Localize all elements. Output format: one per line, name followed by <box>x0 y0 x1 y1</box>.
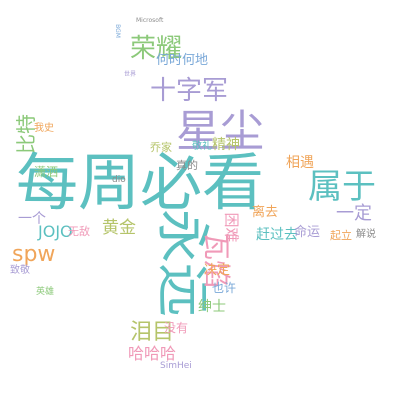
word-xiangyu: 相遇 <box>286 155 314 171</box>
word-yiding: 一定 <box>336 203 372 224</box>
word-shizijun: 十字军 <box>150 76 229 106</box>
word-zhende: 真的 <box>176 159 198 172</box>
word-meiyou: 没有 <box>164 321 189 335</box>
word-wudi: 无敌 <box>68 225 90 238</box>
word-shuyu: 属于 <box>308 167 376 207</box>
word-mingyun: 命运 <box>294 225 321 240</box>
word-microsoft: Microsoft <box>136 17 164 24</box>
word-jieshuo: 解说 <box>356 229 376 240</box>
word-shijie: 世界 <box>124 71 137 78</box>
word-meizhoubikan: 每周必看 <box>16 146 265 219</box>
word-hahaha: 哈哈哈 <box>128 344 177 363</box>
word-kunnan: 困难 <box>222 212 241 243</box>
word-bite: 比特 <box>14 114 38 154</box>
word-xiaosa: 潇洒 <box>34 165 59 179</box>
word-xingchen: 星尘 <box>176 106 264 157</box>
word-yingxiong: 英雄 <box>36 287 55 297</box>
word-qiuqiu: 乔家 <box>150 141 172 154</box>
word-simhei: SimHei <box>160 361 192 371</box>
word-woshi: 我史 <box>34 123 54 134</box>
word-ganguoqu: 赶过去 <box>256 227 298 243</box>
word-juejue: 决定 <box>204 263 231 278</box>
word-dio: dio <box>112 175 126 185</box>
word-gesheng: 敬礼 <box>192 141 212 152</box>
word-lijiu: 离去 <box>252 205 279 220</box>
word-spw: spw <box>12 242 56 267</box>
word-aini: 致敬 <box>10 265 30 276</box>
word-yige: 一个 <box>18 211 46 227</box>
word-rongyao: 荣耀 <box>130 34 183 64</box>
word-hesheng: 何时何地 <box>156 53 209 68</box>
word-leimu: 泪目 <box>130 320 175 345</box>
word-yexu: 也许 <box>212 281 237 295</box>
word-shenshi: 绅士 <box>198 299 226 315</box>
word-jojo: JOJO <box>38 222 73 241</box>
word-huangjin: 黄金 <box>102 218 136 238</box>
word-qiliang: 起立 <box>330 229 352 242</box>
word-bgm: BGM <box>113 24 121 38</box>
word-jingshen: 精神 <box>212 137 240 153</box>
